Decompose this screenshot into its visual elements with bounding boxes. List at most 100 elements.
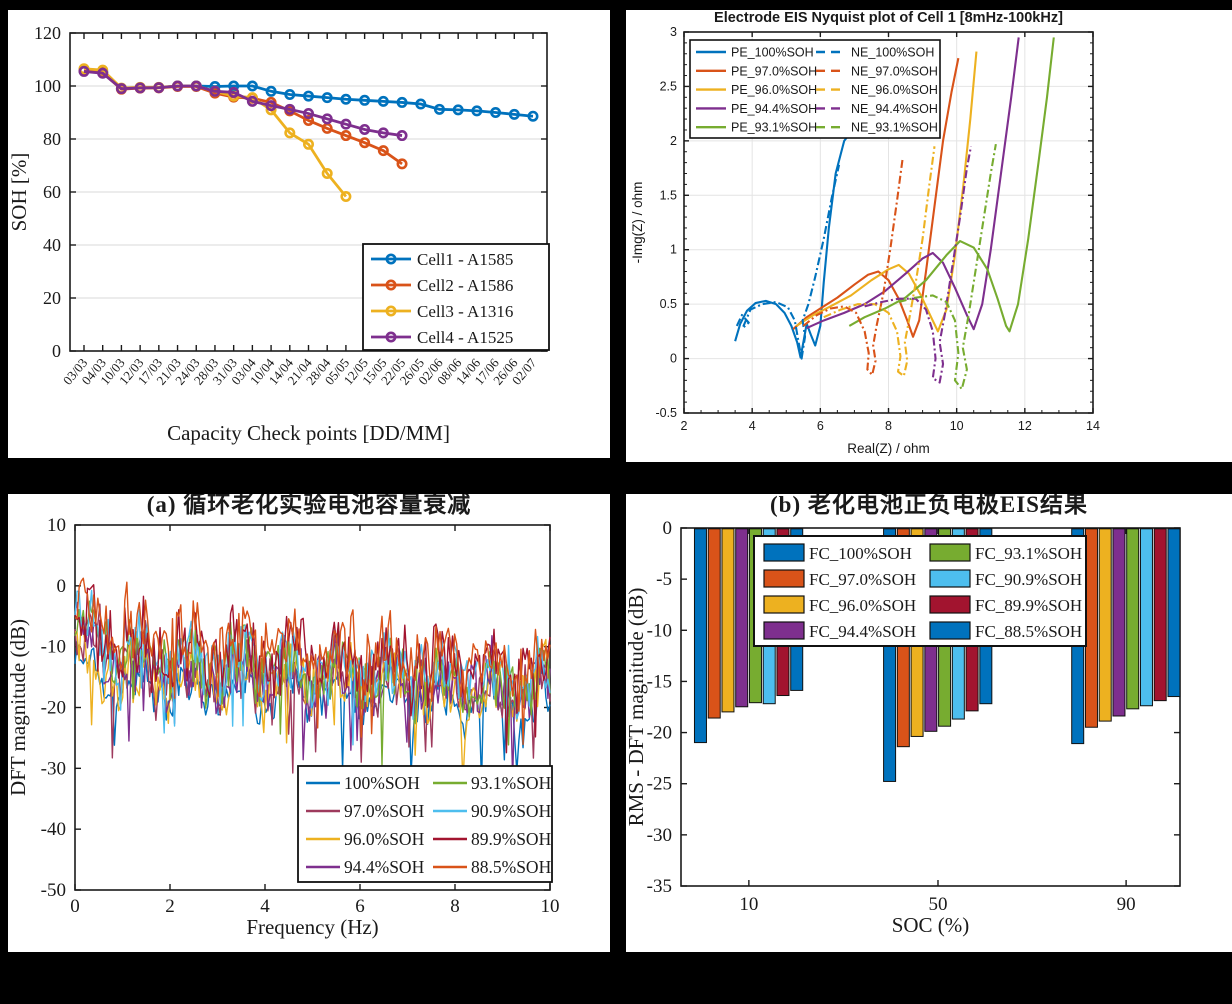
data-marker (302, 90, 314, 102)
data-marker (415, 98, 427, 110)
data-marker (340, 93, 352, 105)
data-marker (321, 92, 333, 104)
legend-swatch (763, 543, 805, 562)
legend-label: 89.9%SOH (471, 829, 552, 849)
series-NE_96.0%SOH (823, 146, 936, 378)
y-tick-label: -10 (647, 620, 672, 641)
y-axis-label: DFT magnitude (dB) (8, 619, 30, 796)
x-tick-label: 6 (355, 896, 365, 917)
y-tick-label: -10 (41, 637, 66, 658)
legend-marker (385, 279, 397, 291)
data-marker (340, 191, 352, 203)
soh-legend: Cell1 - A1585 Cell2 - A1586 Cell3 - A1316 C… (362, 243, 550, 351)
x-tick-label: 6 (817, 419, 824, 433)
y-tick-label: 1 (670, 243, 677, 257)
data-marker (78, 65, 90, 77)
legend-label: FC_97.0%SOH (809, 570, 916, 589)
data-marker (433, 103, 445, 115)
data-marker (246, 80, 258, 92)
data-marker (396, 96, 408, 108)
data-marker (321, 167, 333, 179)
data-marker (284, 127, 296, 139)
y-tick-label: -20 (41, 698, 66, 719)
y-tick-label: 2 (670, 134, 677, 148)
caption-b-text: (b) 老化电池正负电极EIS结果 (770, 494, 1088, 517)
y-tick-label: 120 (34, 23, 61, 43)
data-marker (228, 86, 240, 98)
data-marker (359, 94, 371, 106)
bar-FC_97.0%SOH (707, 528, 721, 719)
legend-swatch (929, 595, 971, 614)
x-tick-label: 14 (1086, 419, 1100, 433)
data-marker (302, 108, 314, 120)
legend-label: Cell1 - A1585 (417, 250, 513, 269)
data-marker (359, 137, 371, 149)
x-tick-label: 10 (739, 894, 758, 915)
x-axis-label: Real(Z) / ohm (847, 441, 930, 456)
y-tick-label: 0.5 (660, 297, 677, 311)
y-axis-label: SOH [%] (8, 153, 31, 232)
y-tick-label: -30 (647, 825, 672, 846)
legend-label: Cell3 - A1316 (417, 302, 513, 321)
data-marker (97, 67, 109, 79)
rms-legend: FC_100%SOH FC_97.0%SOH FC_96.0%SOH FC_94.4%… (753, 535, 1087, 647)
legend-marker (385, 253, 397, 265)
y-tick-label: -0.5 (655, 406, 677, 420)
y-tick-label: 0 (670, 352, 677, 366)
y-tick-label: -40 (41, 819, 66, 840)
data-marker (377, 127, 389, 139)
data-marker (190, 80, 202, 92)
legend-label: Cell4 - A1525 (417, 328, 513, 347)
x-tick-label: 2 (681, 419, 688, 433)
caption-a-text: (a) 循环老化实验电池容量衰减 (146, 494, 472, 517)
bar-FC_88.5%SOH (1167, 528, 1181, 698)
legend-label: NE_96.0%SOH (851, 83, 938, 97)
data-marker (284, 88, 296, 100)
legend-label: NE_97.0%SOH (851, 64, 938, 78)
y-tick-label: 2.5 (660, 79, 677, 93)
data-marker (284, 103, 296, 115)
series-89.9%SOH (74, 584, 551, 754)
legend-label: PE_93.1%SOH (731, 121, 817, 135)
data-marker (396, 130, 408, 142)
x-tick-label: 12 (1018, 419, 1032, 433)
data-marker (377, 145, 389, 157)
y-tick-label: 10 (47, 515, 66, 536)
data-marker (321, 113, 333, 125)
legend-marker (385, 331, 397, 343)
legend-label: NE_94.4%SOH (851, 102, 938, 116)
data-marker (471, 105, 483, 117)
panel-dft-spectrum: (a) 循环老化实验电池容量衰减 0 2 4 6 8 10 -50 -40 -30 -20 -10 0… (8, 494, 610, 952)
data-marker (172, 80, 184, 92)
eis-plot: 2 4 6 8 10 12 14 -0.5 0 0.5 1 1.5 2 2.5 3 Electrode EIS… (630, 10, 1100, 456)
legend-label: 90.9%SOH (471, 801, 552, 821)
bar-FC_94.4%SOH (735, 528, 749, 708)
legend-marker (385, 305, 397, 317)
data-marker (490, 107, 502, 119)
legend-label: PE_97.0%SOH (731, 64, 817, 78)
series-PE_94.4%SOH (806, 37, 1020, 331)
data-marker (246, 95, 258, 107)
data-marker (452, 104, 464, 116)
series-NE_100%SOH (735, 164, 841, 360)
legend-box (297, 765, 553, 883)
legend-label: 93.1%SOH (471, 773, 552, 793)
caption-b: (b) 老化电池正负电极EIS结果 (626, 494, 1232, 519)
bar-FC_100%SOH (693, 528, 707, 744)
y-tick-label: 3 (670, 25, 677, 39)
x-tick-label: 10 (950, 419, 964, 433)
legend-label: PE_100%SOH (731, 46, 814, 60)
bar-FC_96.0%SOH (721, 528, 735, 713)
legend-label: NE_93.1%SOH (851, 121, 938, 135)
data-marker (377, 95, 389, 107)
x-tick-label: 8 (450, 896, 460, 917)
y-tick-label: -5 (656, 569, 672, 590)
axes-box (680, 527, 1181, 887)
legend-swatch (929, 569, 971, 588)
legend-swatch (763, 621, 805, 640)
soh-plot: 02040608010012003/0304/0310/0312/0317/03… (8, 23, 548, 445)
panel-soh-capacity-fade: 0 20 40 60 80 100 120 03/03 04/03 10/03 12/03 17/03… (8, 10, 610, 458)
data-marker (115, 83, 127, 95)
legend-label: FC_93.1%SOH (975, 544, 1082, 563)
